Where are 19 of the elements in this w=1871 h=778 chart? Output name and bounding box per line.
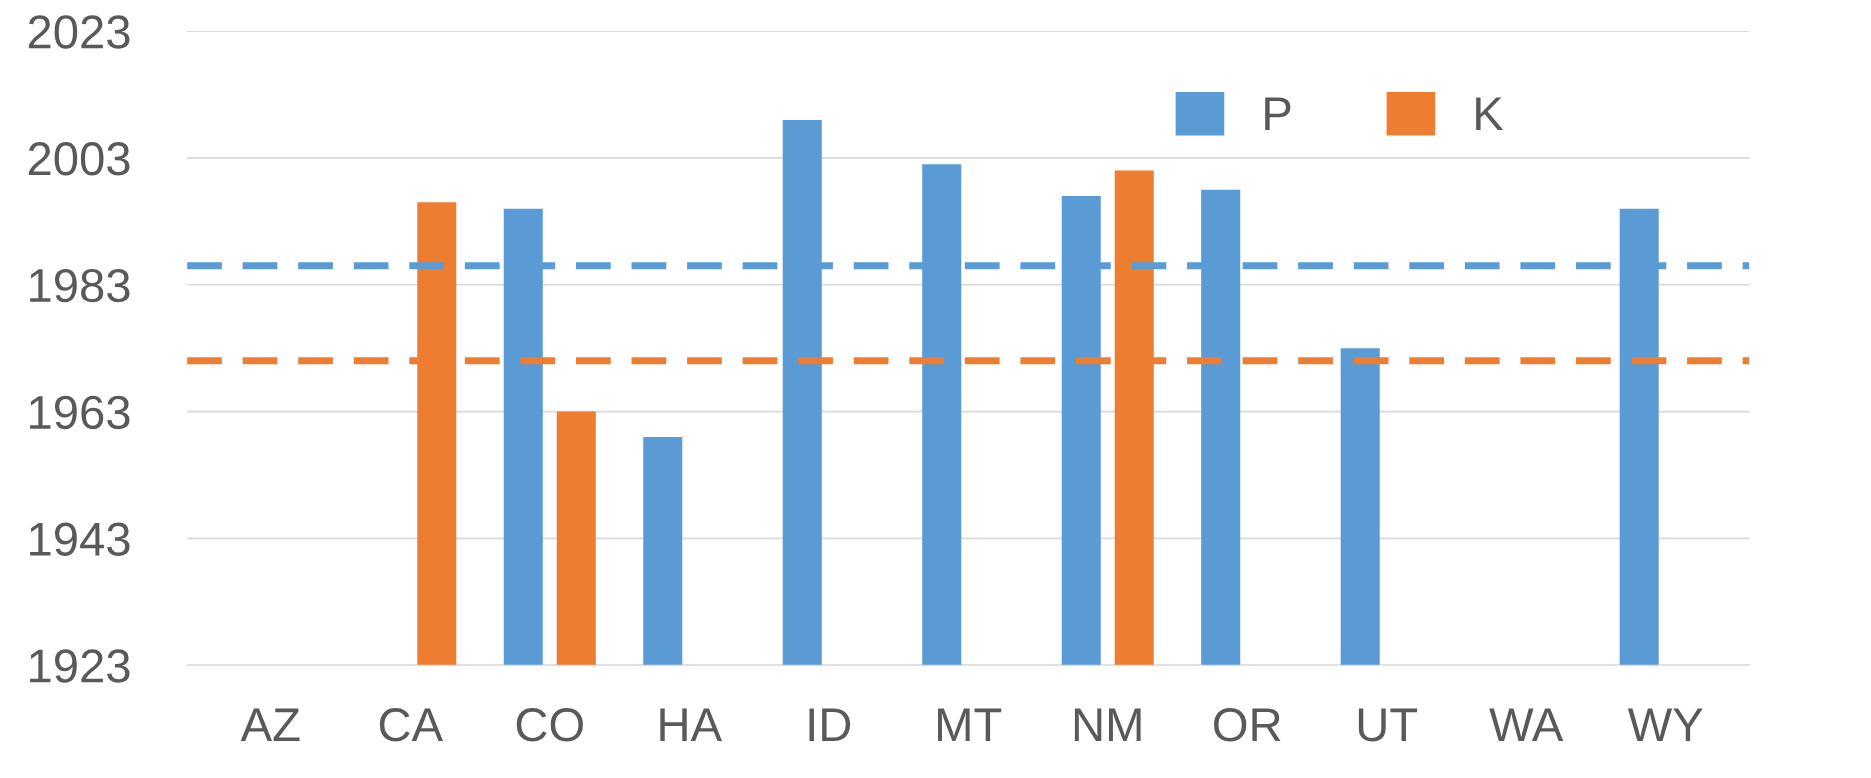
x-tick-label: AZ — [240, 708, 300, 742]
x-tick-label: WA — [1489, 708, 1564, 742]
x-tick-label: HA — [660, 708, 722, 742]
x-tick-label: CA — [379, 708, 443, 742]
y-tick-label: 1943 — [30, 522, 130, 556]
y-tick-label: 1963 — [30, 395, 130, 430]
legend-label: P — [1265, 97, 1291, 130]
y-tick-label: 2003 — [28, 142, 130, 176]
x-tick-label: CO — [516, 708, 583, 742]
x-tick-label: NM — [1074, 708, 1141, 742]
x-tick-label: WY — [1627, 708, 1703, 742]
x-tick-label: UT — [1358, 708, 1418, 742]
y-tick-label: 1923 — [30, 649, 130, 683]
y-tick-label: 1983 — [30, 268, 130, 303]
x-tick-label: OR — [1214, 708, 1281, 742]
y-tick-label: 2023 — [28, 15, 130, 49]
legend-label: K — [1476, 97, 1504, 130]
x-tick-label: ID — [809, 708, 851, 742]
x-tick-label: MT — [938, 708, 1002, 742]
